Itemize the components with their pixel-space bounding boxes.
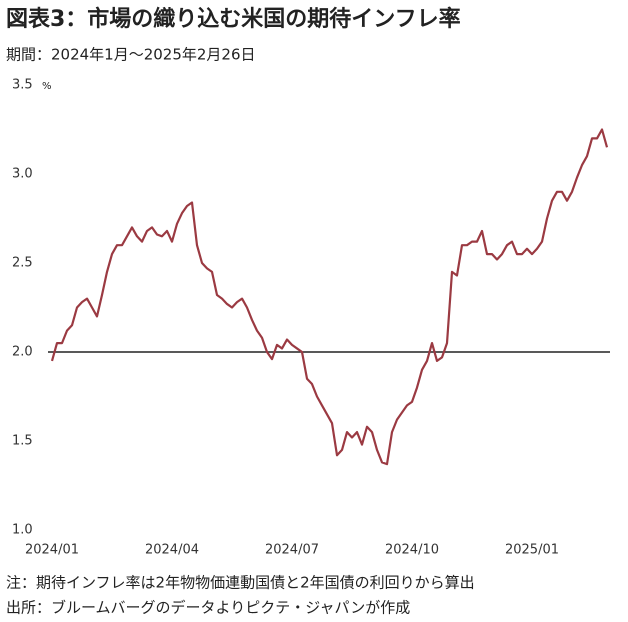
chart-subtitle: 期間：2024年1月～2025年2月26日 bbox=[6, 46, 256, 64]
y-tick-label: 1.5 bbox=[12, 434, 33, 449]
y-tick-label: 3.5 bbox=[12, 78, 33, 93]
source: 出所：ブルームバーグのデータよりピクテ・ジャパンが作成 bbox=[6, 599, 410, 617]
x-tick-label: 2025/01 bbox=[505, 543, 559, 558]
data-line bbox=[50, 128, 609, 466]
x-tick-label: 2024/07 bbox=[265, 543, 319, 558]
y-tick-label: 3.0 bbox=[12, 167, 33, 182]
y-tick-label: 2.5 bbox=[12, 256, 33, 271]
chart-title: 図表3：市場の織り込む米国の期待インフレ率 bbox=[6, 6, 461, 32]
x-tick-label: 2024/10 bbox=[385, 543, 439, 558]
y-tick-label: 1.0 bbox=[12, 523, 33, 538]
x-tick-label: 2024/01 bbox=[25, 543, 79, 558]
x-tick-label: 2024/04 bbox=[145, 543, 199, 558]
y-tick-label: 2.0 bbox=[12, 345, 33, 360]
note: 注：期待インフレ率は2年物物価連動国債と2年国債の利回りから算出 bbox=[6, 574, 475, 592]
y-unit: % bbox=[42, 81, 52, 92]
